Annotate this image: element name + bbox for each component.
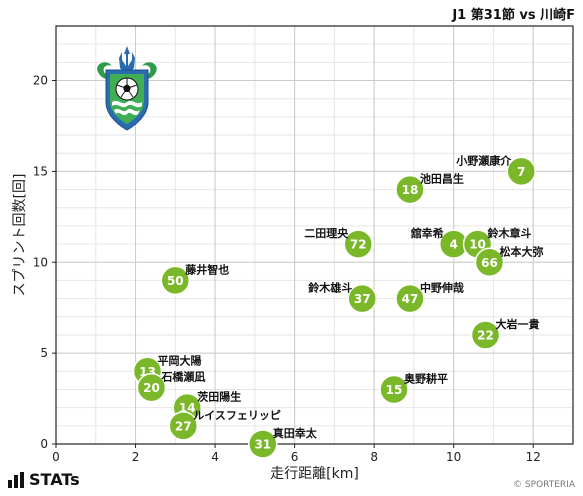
stats-brand-text: STATs xyxy=(29,470,80,489)
player-name-label: 真田幸太 xyxy=(273,426,318,440)
y-tick-label: 5 xyxy=(40,346,48,360)
player-point-18 xyxy=(395,174,425,205)
x-tick-label: 10 xyxy=(446,450,461,464)
stats-logo-icon xyxy=(8,471,24,488)
x-axis-label: 走行距離[km] xyxy=(270,465,359,482)
player-number-label: 37 xyxy=(354,292,371,306)
player-name-label: 二田理央 xyxy=(304,226,349,240)
player-name-label: 茨田陽生 xyxy=(197,390,241,404)
player-number-label: 27 xyxy=(175,419,192,433)
player-name-label: 鈴木雄斗 xyxy=(308,281,352,295)
player-point-37 xyxy=(347,283,377,314)
player-number-label: 4 xyxy=(450,238,458,252)
player-point-27 xyxy=(168,411,199,441)
player-point-31 xyxy=(248,429,278,459)
player-number-label: 47 xyxy=(402,292,419,306)
y-axis-label: スプリント回数[回] xyxy=(12,174,28,297)
player-name-label: 池田昌生 xyxy=(420,172,464,186)
player-name-label: 小野瀬康介 xyxy=(455,153,512,167)
player-number-label: 22 xyxy=(477,328,494,342)
player-name-label: 大岩一貴 xyxy=(496,317,540,331)
player-number-label: 72 xyxy=(350,238,367,252)
player-point-50 xyxy=(160,265,191,296)
player-name-label: 平岡大陽 xyxy=(157,353,201,367)
player-number-label: 66 xyxy=(481,256,498,270)
player-name-label: 松本大弥 xyxy=(499,244,543,258)
y-tick-label: 20 xyxy=(33,74,48,88)
player-name-label: 藤井智也 xyxy=(185,262,229,276)
x-tick-label: 2 xyxy=(132,450,140,464)
x-tick-label: 8 xyxy=(370,450,378,464)
plot-frame xyxy=(55,25,574,445)
player-point-15 xyxy=(379,374,409,405)
y-tick-label: 15 xyxy=(33,164,48,178)
player-number-label: 20 xyxy=(143,381,160,395)
player-point-47 xyxy=(395,283,425,314)
x-tick-label: 12 xyxy=(526,450,541,464)
player-number-label: 10 xyxy=(469,238,486,252)
player-name-label: 中野伸哉 xyxy=(420,281,464,295)
player-point-7 xyxy=(506,156,537,187)
player-point-22 xyxy=(470,320,501,350)
stats-brand: STATs xyxy=(8,470,80,489)
x-tick-label: 0 xyxy=(52,450,60,464)
player-name-label: 舘幸希 xyxy=(410,226,444,240)
copyright-text: © SPORTERIA xyxy=(513,480,575,490)
shonan-bellmare-emblem-icon xyxy=(97,46,157,131)
match-title: J1 第31節 vs 川崎F xyxy=(452,8,575,23)
player-point-66 xyxy=(474,247,505,278)
player-name-label: 鈴木章斗 xyxy=(488,226,532,240)
player-name-label: 石橋瀬凪 xyxy=(160,370,205,384)
y-tick-label: 10 xyxy=(33,255,48,269)
player-number-label: 31 xyxy=(254,438,271,452)
player-number-label: 15 xyxy=(386,383,403,397)
x-tick-label: 6 xyxy=(291,450,299,464)
player-name-label: ルイスフェリッピ xyxy=(193,409,281,422)
y-tick-label: 0 xyxy=(40,437,48,451)
player-name-label: 奥野耕平 xyxy=(403,371,448,385)
player-number-label: 50 xyxy=(167,274,184,288)
player-number-label: 18 xyxy=(402,183,419,197)
player-point-72 xyxy=(343,229,373,259)
player-point-20 xyxy=(136,372,167,403)
x-tick-label: 4 xyxy=(211,450,219,464)
player-number-label: 7 xyxy=(517,165,525,179)
